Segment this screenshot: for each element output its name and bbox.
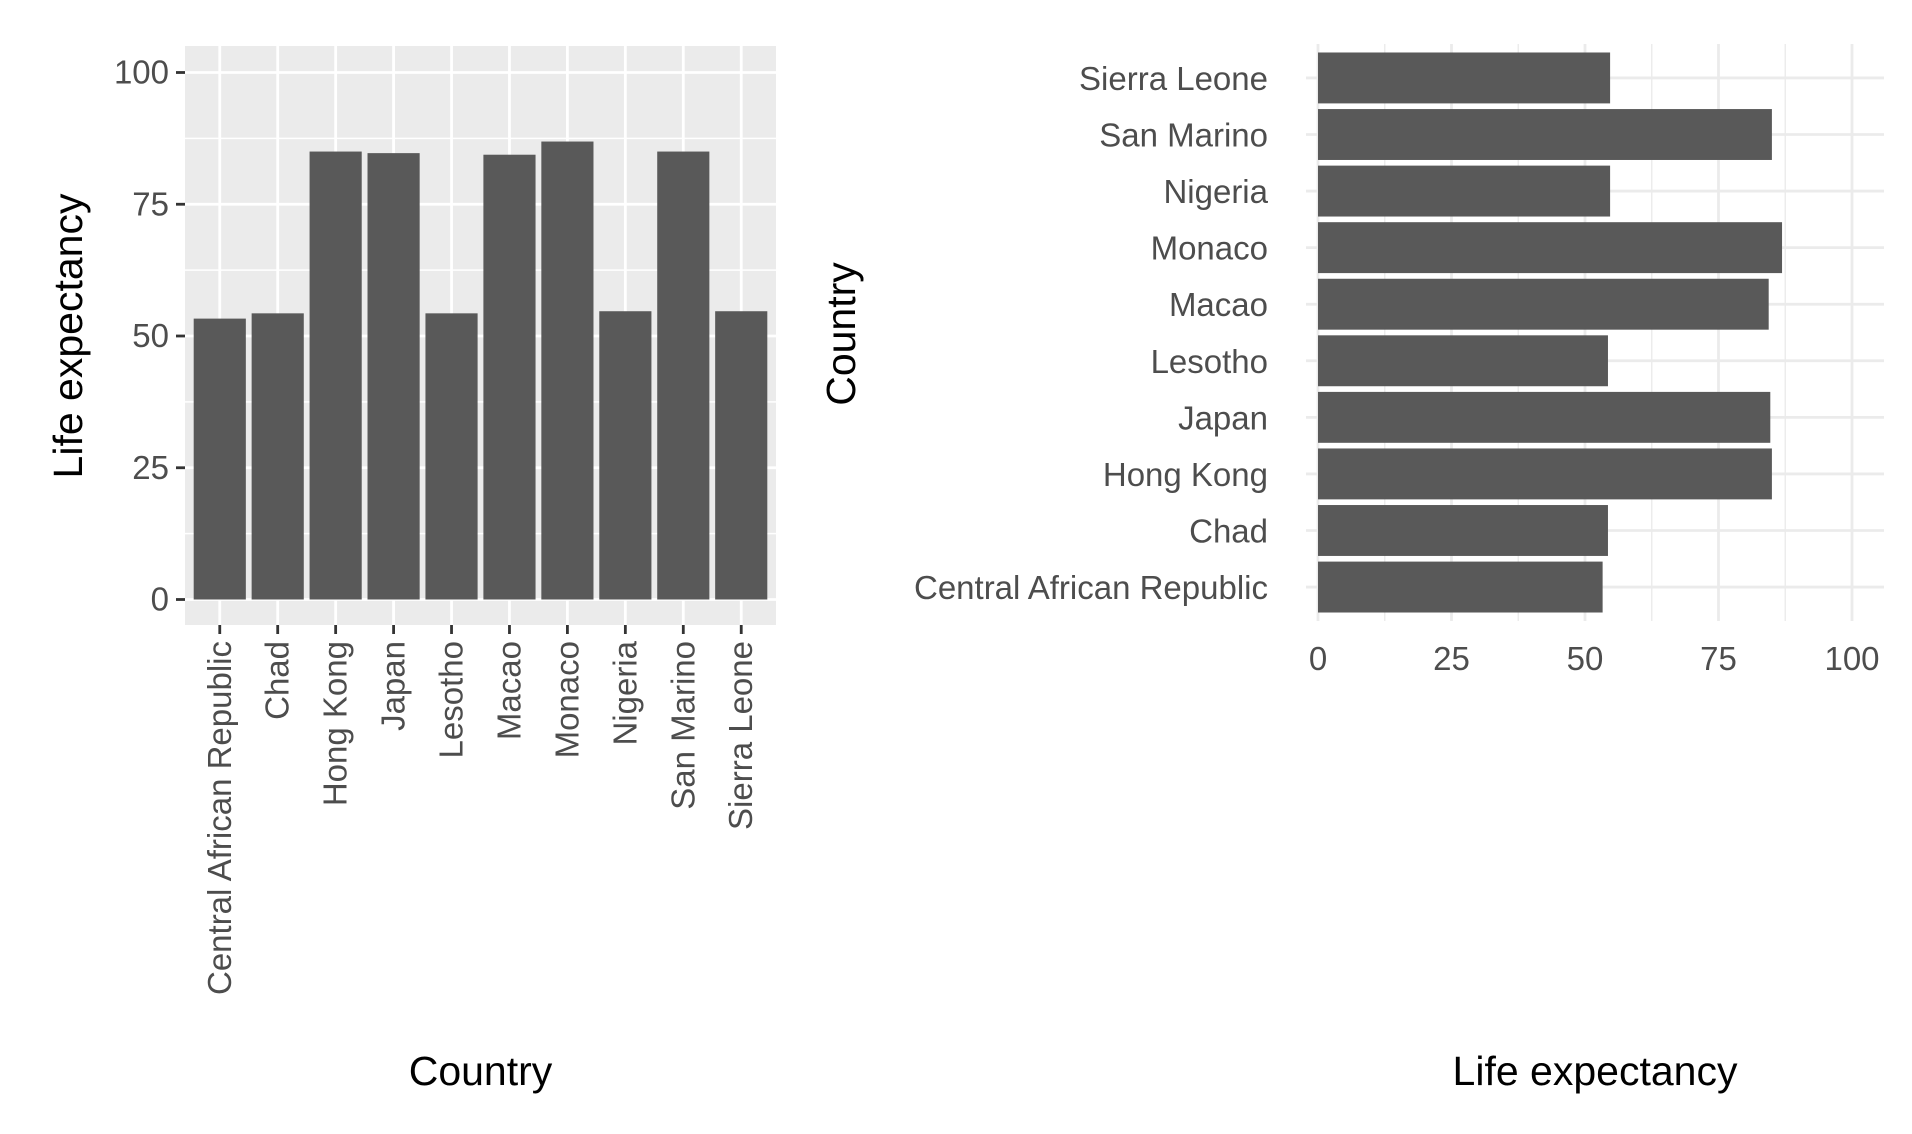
right-y-tick-label: San Marino (1099, 117, 1268, 154)
bar-san-marino (1318, 109, 1772, 160)
left-x-tick-label: Central African Republic (201, 641, 238, 995)
right-bars (1318, 52, 1783, 613)
bar-hong-kong (1318, 448, 1772, 500)
bar-san-marino (657, 151, 710, 600)
bar-macao (483, 154, 536, 600)
bar-lesotho (1318, 335, 1608, 387)
bar-japan (367, 153, 420, 600)
bar-monaco (541, 141, 594, 600)
left-x-tick-label: Japan (375, 641, 412, 731)
right-x-tick-label: 50 (1567, 640, 1604, 677)
right-x-tick-label: 0 (1309, 640, 1327, 677)
left-x-tick-label: Macao (490, 641, 527, 740)
right-y-tick-label: Sierra Leone (1079, 60, 1268, 97)
bar-nigeria (1318, 165, 1611, 217)
bar-chad (251, 313, 304, 600)
right-y-axis-title: Country (818, 262, 864, 406)
left-x-axis: Central African Republic Chad Hong Kong Jap… (201, 625, 759, 995)
bar-central-african-republic (1318, 561, 1603, 613)
right-y-tick-label: Nigeria (1163, 173, 1268, 210)
left-x-tick-label: Hong Kong (317, 641, 354, 806)
left-x-tick-label: Nigeria (606, 640, 643, 745)
right-x-tick-label: 100 (1824, 640, 1879, 677)
bar-macao (1318, 278, 1769, 330)
bar-lesotho (425, 313, 478, 600)
right-x-axis-title: Life expectancy (1453, 1048, 1738, 1094)
bar-sierra-leone (1318, 52, 1611, 104)
left-x-axis-title: Country (409, 1048, 553, 1094)
right-y-axis: Central African Republic Chad Hong Kong Jap… (914, 60, 1269, 606)
bar-sierra-leone (715, 311, 768, 600)
right-y-tick-label: Monaco (1151, 230, 1268, 267)
left-y-tick-label: 75 (132, 185, 169, 222)
bar-central-african-republic (193, 318, 246, 600)
right-x-tick-label: 25 (1433, 640, 1470, 677)
right-y-tick-label: Lesotho (1151, 343, 1268, 380)
left-bars (193, 141, 768, 600)
left-x-tick-label: Chad (259, 641, 296, 720)
bar-hong-kong (309, 151, 362, 600)
left-y-tick-label: 100 (114, 54, 169, 91)
left-y-axis-title: Life expectancy (45, 193, 91, 478)
right-y-tick-label: Japan (1178, 399, 1268, 436)
left-y-axis: 0 25 50 75 100 (114, 54, 185, 618)
horizontal-bar-chart: Central African Republic Chad Hong Kong Jap… (818, 44, 1884, 1094)
right-y-tick-label: Chad (1189, 512, 1268, 549)
bar-japan (1318, 391, 1771, 443)
left-x-tick-label: San Marino (664, 641, 701, 810)
right-y-tick-label: Macao (1169, 286, 1268, 323)
left-x-tick-label: Lesotho (433, 641, 470, 758)
bar-chad (1318, 505, 1608, 556)
bar-monaco (1318, 222, 1783, 274)
right-y-tick-label: Hong Kong (1103, 456, 1268, 493)
bar-nigeria (599, 311, 652, 600)
right-y-tick-label: Central African Republic (914, 569, 1268, 606)
left-y-tick-label: 0 (151, 581, 169, 618)
vertical-bar-chart: 0 25 50 75 100 Central African Republic Chad H… (45, 46, 776, 1094)
right-x-tick-label: 75 (1700, 640, 1737, 677)
left-x-tick-label: Sierra Leone (722, 641, 759, 830)
left-y-tick-label: 25 (132, 449, 169, 486)
left-y-tick-label: 50 (132, 317, 169, 354)
right-x-axis: 0 25 50 75 100 (1309, 640, 1880, 677)
left-x-tick-label: Monaco (548, 641, 585, 758)
